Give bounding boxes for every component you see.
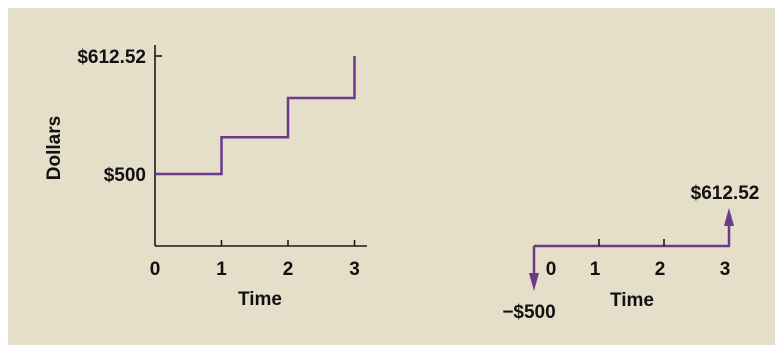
step-chart-x-tick-label: 0 [150,259,161,280]
step-chart-y-tick-label: $500 [104,165,146,186]
step-chart-series-line [155,56,356,176]
timeline-x-axis-label: Time [610,290,654,311]
step-chart-y-tick-label: $612.52 [77,47,146,68]
step-chart-x-tick-label: 3 [349,259,360,280]
figure-background [8,8,775,345]
step-chart-x-axis-label: Time [238,289,282,310]
timeline-tick-label: 3 [720,259,731,280]
timeline-labels: Time [610,290,654,311]
inflow-label: $612.52 [691,183,760,204]
timeline-tick-label: 1 [590,259,601,280]
timeline-axis: 0 1 2 3 [534,239,730,280]
cash-flow-timeline: 0 1 2 3 −$500 $612.52 Time [502,183,759,323]
outflow-label: −$500 [502,302,555,323]
outflow-arrowhead [529,273,539,291]
step-chart-series [155,56,356,176]
timeline-cash-flows: −$500 $612.52 [502,183,759,323]
timeline-tick-label: 2 [655,259,666,280]
step-chart: 0 1 2 3 $500 $612.52 Time Dollars [44,45,367,310]
step-chart-axes: 0 1 2 3 $500 $612.52 [77,45,367,280]
timeline-tick-label: 0 [546,259,557,280]
step-chart-x-tick-label: 2 [283,259,294,280]
step-chart-labels: Time Dollars [44,116,282,310]
inflow-arrowhead [724,208,734,226]
step-chart-x-tick-label: 1 [216,259,227,280]
step-chart-y-axis-label: Dollars [44,116,65,180]
